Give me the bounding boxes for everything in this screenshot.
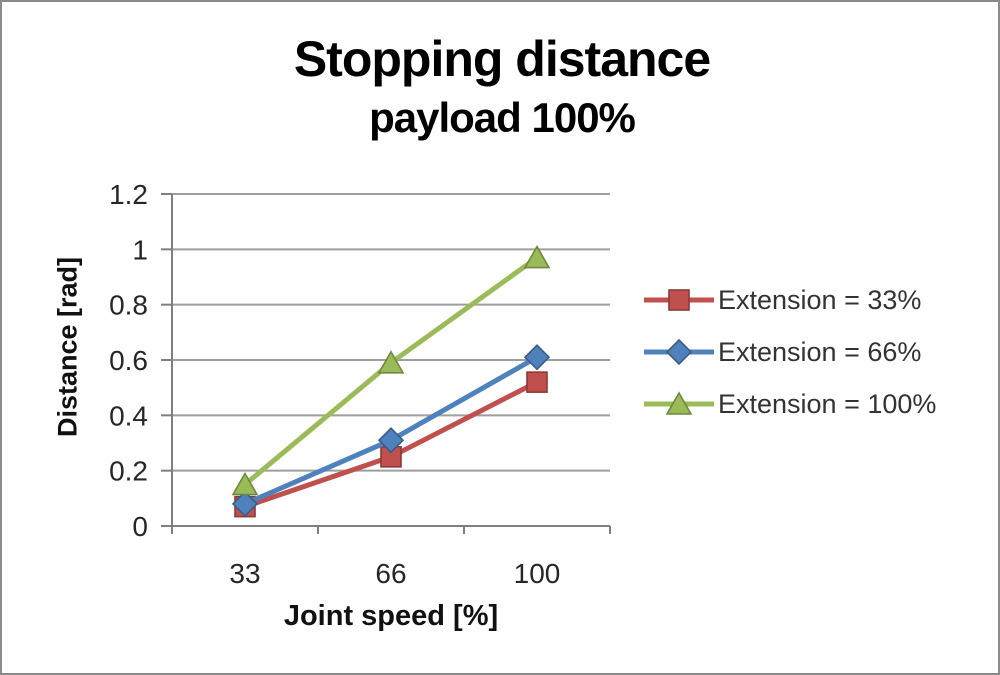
series-triangle xyxy=(231,245,551,496)
chart-subtitle: payload 100% xyxy=(369,94,636,141)
legend-label: Extension = 33% xyxy=(718,284,922,315)
y-tick-label: 0.4 xyxy=(109,400,148,431)
data-point-marker xyxy=(668,289,690,311)
data-point-marker xyxy=(377,350,405,374)
y-tick-label: 0.2 xyxy=(109,456,148,487)
data-point-marker xyxy=(231,490,259,517)
legend-key-triangle-icon xyxy=(644,391,714,415)
y-tick-label: 1.2 xyxy=(109,179,148,210)
x-tick-label: 33 xyxy=(229,558,260,589)
legend: Extension = 33% Extension = 66% Extension … xyxy=(642,274,936,430)
y-tick-label: 1 xyxy=(132,234,148,265)
y-tick-label: 0.8 xyxy=(109,290,148,321)
legend-key-diamond-icon xyxy=(644,338,714,366)
x-tick-label: 66 xyxy=(375,558,406,589)
data-point-marker xyxy=(523,245,551,269)
data-point-marker xyxy=(526,371,548,393)
data-point-marker xyxy=(377,427,405,454)
data-point-marker xyxy=(523,344,551,371)
legend-item: Extension = 66% xyxy=(642,326,936,378)
legend-item: Extension = 33% xyxy=(642,274,936,326)
x-tick-label: 100 xyxy=(514,558,561,589)
y-tick-label: 0.6 xyxy=(109,345,148,376)
data-point-marker xyxy=(665,338,693,366)
y-tick-label: 0 xyxy=(132,511,148,542)
legend-key-square-icon xyxy=(644,289,714,311)
legend-label: Extension = 66% xyxy=(718,336,922,367)
x-axis-title: Joint speed [%] xyxy=(283,600,499,632)
legend-label: Extension = 100% xyxy=(718,388,937,419)
data-point-marker xyxy=(231,471,259,496)
data-point-marker xyxy=(665,391,693,415)
y-axis-title: Distance [rad] xyxy=(52,256,83,438)
chart-title: Stopping distance xyxy=(293,31,711,87)
legend-item: Extension = 100% xyxy=(642,378,936,430)
series-diamond xyxy=(231,344,551,517)
